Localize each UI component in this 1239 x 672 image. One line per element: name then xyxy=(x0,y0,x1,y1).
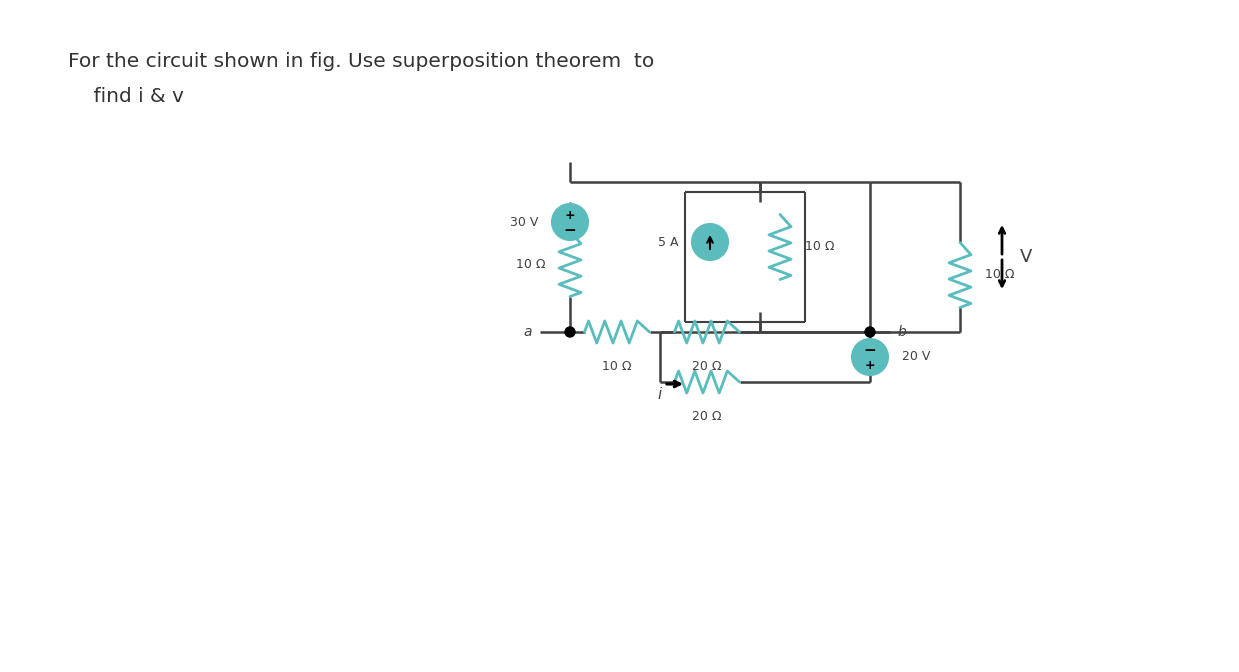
Text: +: + xyxy=(865,359,875,372)
Text: 30 V: 30 V xyxy=(509,216,538,228)
Text: 20 Ω: 20 Ω xyxy=(693,360,722,373)
Text: −: − xyxy=(864,343,876,358)
Text: i: i xyxy=(658,387,662,402)
Circle shape xyxy=(553,204,589,240)
Text: b: b xyxy=(898,325,907,339)
Circle shape xyxy=(852,339,888,375)
Text: a: a xyxy=(524,325,532,339)
Text: 20 V: 20 V xyxy=(902,351,930,364)
Circle shape xyxy=(565,327,575,337)
Text: 5 A: 5 A xyxy=(658,235,678,249)
Text: 10 Ω: 10 Ω xyxy=(985,269,1015,282)
Text: 10 Ω: 10 Ω xyxy=(602,360,632,373)
Text: −: − xyxy=(564,222,576,238)
Text: 10 Ω: 10 Ω xyxy=(515,257,545,271)
Text: For the circuit shown in fig. Use superposition theorem  to: For the circuit shown in fig. Use superp… xyxy=(68,52,654,71)
Text: find i & v: find i & v xyxy=(68,87,183,106)
Text: V: V xyxy=(1020,248,1032,266)
Text: 20 Ω: 20 Ω xyxy=(693,410,722,423)
Circle shape xyxy=(693,224,729,260)
Text: 10 Ω: 10 Ω xyxy=(805,241,835,253)
Text: +: + xyxy=(565,209,575,222)
Circle shape xyxy=(865,327,875,337)
